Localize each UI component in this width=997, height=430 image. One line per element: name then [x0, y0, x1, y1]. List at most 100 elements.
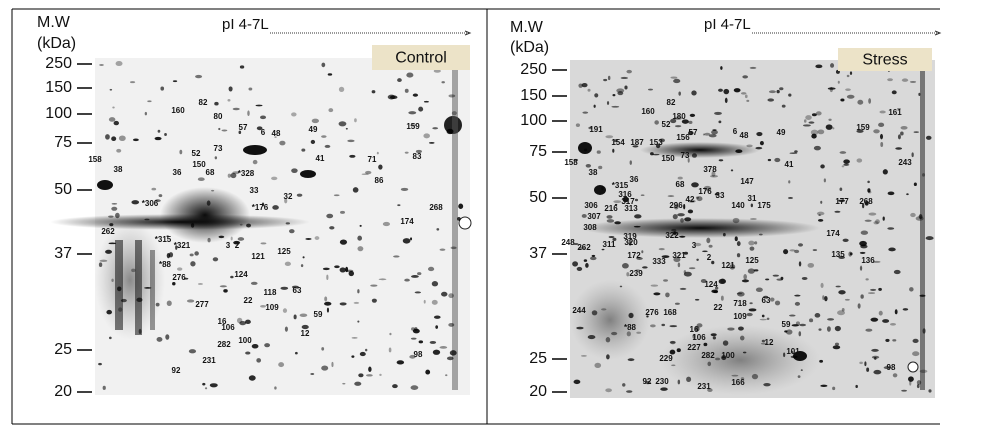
- mw-tick-label: 100: [45, 105, 72, 122]
- spot-label: 306: [584, 201, 598, 210]
- spot-label: 239: [629, 269, 643, 278]
- spot-label: 172: [627, 251, 641, 260]
- spot-label: 231: [697, 382, 711, 391]
- spot-label: 262: [101, 227, 115, 236]
- spot-label: 159: [406, 122, 420, 131]
- mw-tick-label: 25: [54, 341, 72, 358]
- spot-label: 160: [641, 107, 655, 116]
- spot-label: 83: [413, 152, 422, 161]
- spot-label: 6: [261, 128, 266, 137]
- mw-tick-label: 100: [520, 112, 547, 129]
- spot-label: 124: [234, 270, 248, 279]
- gel-image: [50, 58, 472, 395]
- spot-label: 166: [731, 378, 745, 387]
- spot-label: 316: [618, 190, 632, 199]
- spot-label: 307: [587, 212, 601, 221]
- condition-box: [838, 48, 932, 71]
- spot-label: 68: [676, 180, 685, 189]
- condition-label: Stress: [862, 52, 907, 69]
- spot-label: 101: [786, 347, 800, 356]
- spot-label: 268: [429, 203, 443, 212]
- spot-label: 36: [630, 175, 639, 184]
- spot-label: 49: [309, 125, 318, 134]
- spot-label: 191: [589, 125, 603, 134]
- mw-unit: (kDa): [37, 35, 76, 52]
- mw-tick-label: 37: [54, 245, 72, 262]
- spot-label: 140: [731, 201, 745, 210]
- spot-label: 187: [630, 138, 644, 147]
- spot-label: 322: [665, 231, 679, 240]
- spot-label: 277: [195, 300, 209, 309]
- spot-label: 22: [244, 296, 253, 305]
- spot-label: 82: [199, 98, 208, 107]
- spot-label: 12: [765, 338, 774, 347]
- spot-label: 313: [624, 204, 638, 213]
- mw-tick-label: 50: [529, 189, 547, 206]
- spot-label: 174: [826, 229, 840, 238]
- spot-label: 276: [172, 273, 186, 282]
- spot-label: 175: [757, 201, 771, 210]
- spot-label: 6: [733, 127, 738, 136]
- mw-tick-label: 25: [529, 350, 547, 367]
- spot-label: 73: [681, 151, 690, 160]
- spot-label: 41: [785, 160, 794, 169]
- spot-label: 92: [172, 366, 181, 375]
- spot-label: 38: [589, 168, 598, 177]
- spot-label: 2: [707, 253, 712, 262]
- mw-tick-label: 75: [529, 143, 547, 160]
- spot-label: *315: [155, 235, 172, 244]
- spot-label: 36: [173, 168, 182, 177]
- spot-label: 333: [652, 257, 666, 266]
- spot-label: 153: [649, 138, 663, 147]
- mw-tick-label: 250: [520, 61, 547, 78]
- spot-label: 57: [239, 123, 248, 132]
- spot-label: 3: [226, 241, 231, 250]
- spot-label: 31: [748, 194, 757, 203]
- frame: [11, 8, 940, 425]
- spot-label: 124: [704, 280, 718, 289]
- spot-label: 168: [663, 308, 677, 317]
- spot-label: 243: [898, 158, 912, 167]
- pi-arrowhead: [464, 30, 472, 36]
- mw-tick-label: 20: [529, 383, 547, 400]
- spot-label: 216: [604, 204, 618, 213]
- spot-label: 16: [218, 317, 227, 326]
- spot-label: 156: [676, 133, 690, 142]
- spot-label: 136: [861, 256, 875, 265]
- spot-label: 48: [740, 131, 749, 140]
- spot-label: 57: [689, 128, 698, 137]
- spot-label: 92: [643, 377, 652, 386]
- spot-label: 718: [733, 299, 747, 308]
- spot-label: 52: [192, 149, 201, 158]
- spot-label: 100: [721, 351, 735, 360]
- spot-label: 244: [572, 306, 586, 315]
- spot-label: 311: [603, 240, 616, 249]
- spot-label: 86: [375, 176, 384, 185]
- spot-label: 378: [703, 165, 717, 174]
- spot-label: 109: [733, 312, 747, 321]
- spot-label: 48: [272, 129, 281, 138]
- mw-tick-label: 50: [54, 181, 72, 198]
- spot-label: *88: [159, 260, 172, 269]
- spot-label: 150: [661, 154, 675, 163]
- spot-label: 308: [583, 223, 597, 232]
- panel-title: pI 4-7L: [222, 16, 269, 33]
- spot-label: 82: [667, 98, 676, 107]
- mw-tick-label: 150: [520, 87, 547, 104]
- spot-label: 154: [611, 138, 625, 147]
- spot-label: 106: [221, 323, 235, 332]
- spot-label: 59: [782, 320, 791, 329]
- spot-label: 49: [777, 128, 786, 137]
- spot-label: 42: [686, 195, 695, 204]
- spot-label: 227: [687, 343, 701, 352]
- spot-label: 248: [561, 238, 575, 247]
- condition-box: [372, 45, 470, 70]
- spot-label: 125: [745, 256, 759, 265]
- spot-label: 22: [714, 303, 723, 312]
- spot-label: 33: [716, 191, 725, 200]
- mw-tick-label: 20: [54, 383, 72, 400]
- spot-label: 147: [740, 177, 754, 186]
- spot-label: 41: [316, 154, 325, 163]
- spot-label: *176: [252, 203, 269, 212]
